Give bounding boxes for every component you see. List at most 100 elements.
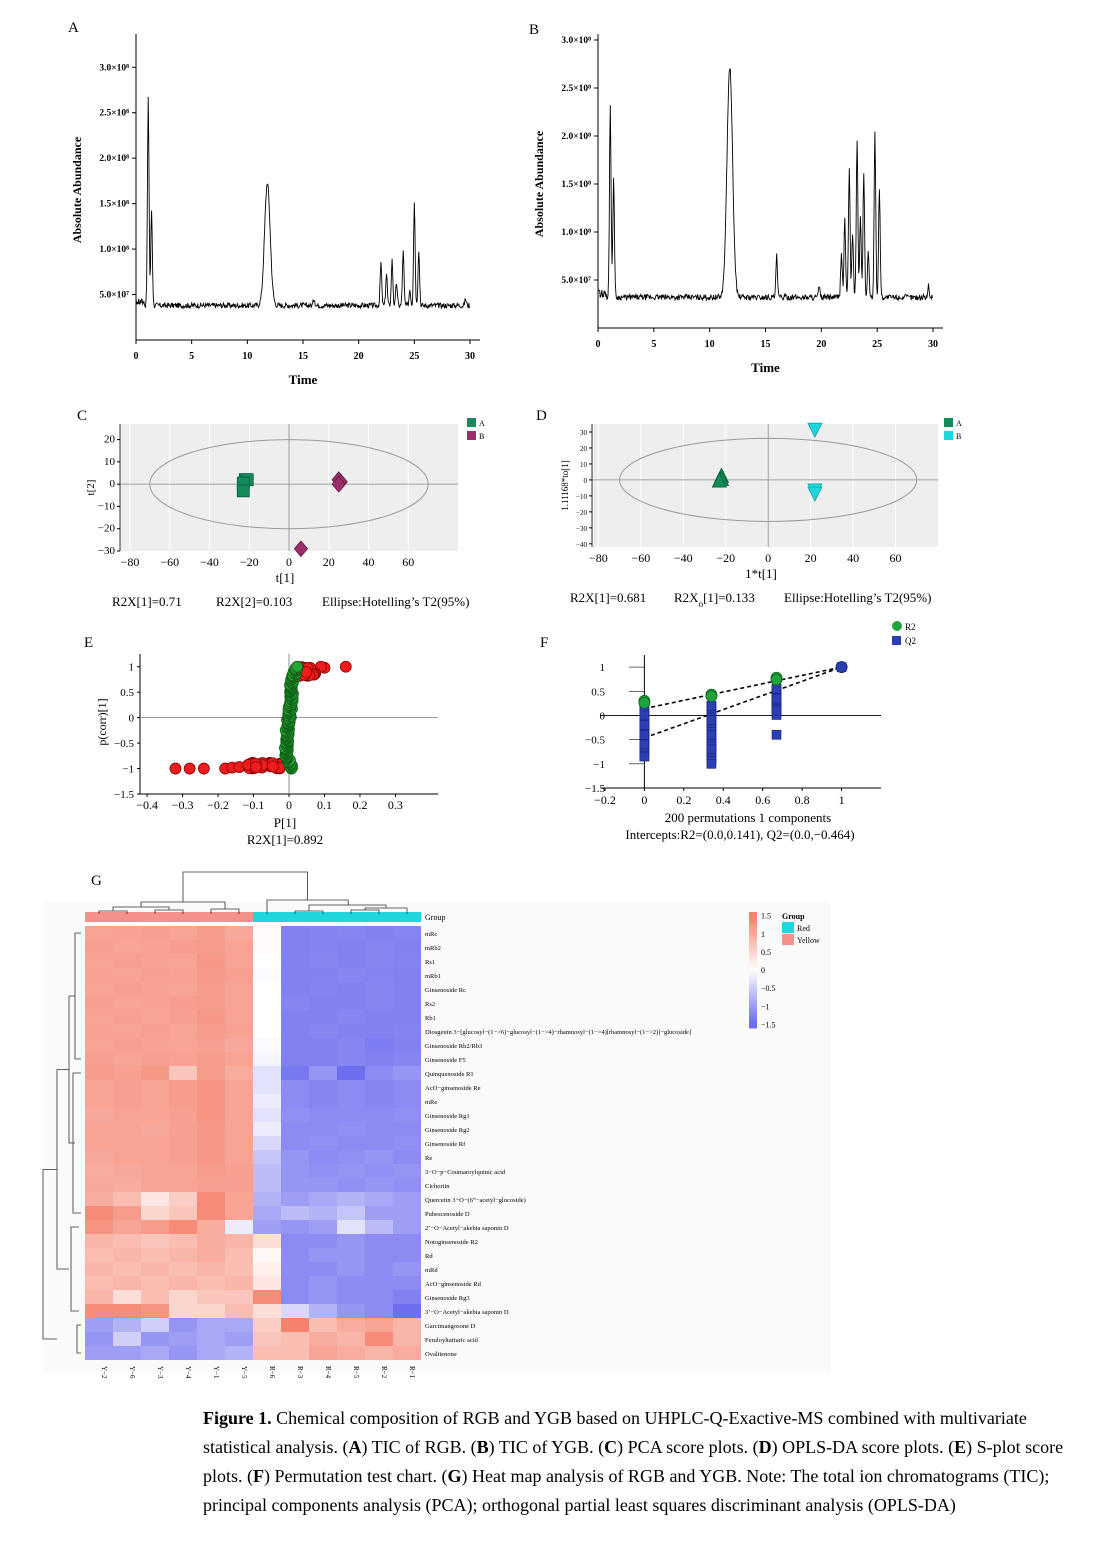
heatmap-cell [337,1332,365,1346]
x-axis-title: Time [289,372,318,387]
x-tick-label: 15 [298,351,308,362]
legend-swatch [467,431,476,440]
scale-gradient [749,964,757,968]
heatmap-cell [337,1052,365,1066]
heatmap-cell [337,982,365,996]
heatmap-cell [85,1164,113,1178]
row-label: Quercetin 3−O−(6”−acetyl−glucoside) [425,1197,526,1204]
heatmap-cell [365,1206,393,1220]
legend-swatch [944,431,953,440]
heatmap-cell [365,1094,393,1108]
heatmap-cell [169,1178,197,1192]
y-tick-label: 0.5 [120,687,134,699]
heatmap-cell [197,940,225,954]
y-tick-label: 10 [104,456,116,468]
row-label: Ginsenoside Rb2/Rb3 [425,1043,482,1050]
heatmap-cell [337,1178,365,1192]
heatmap-cell [393,1150,421,1164]
heatmap-cell [253,1206,281,1220]
heatmap-cell [141,1080,169,1094]
q2-marker [639,739,650,750]
q2-marker [639,751,650,762]
heatmap-cell [253,1136,281,1150]
scale-gradient [749,914,757,919]
heatmap-cell [281,1108,309,1122]
scale-gradient [749,1025,757,1029]
panel-label-c: C [77,408,88,424]
x-tick-label: 0 [286,798,292,812]
heatmap-cell [225,1290,253,1304]
scale-gradient [749,987,757,991]
heatmap-cell [365,1318,393,1332]
tic-trace [135,96,470,310]
heatmap-cell [225,1332,253,1346]
scale-gradient [749,990,757,994]
caption-text: ) TIC of RGB. ( [361,1437,477,1457]
triangle-up-marker [711,472,728,488]
q2-marker [639,710,650,721]
heatmap-cell [393,1052,421,1066]
caption-ref-b: B [476,1437,489,1457]
scale-tick-label: −1 [761,1002,770,1011]
heatmap-cell [197,1248,225,1262]
q2-marker [771,693,782,704]
heatmap-cell [225,1038,253,1052]
x-tick-label: 60 [402,555,414,569]
row-label: Ginsenoside F5 [425,1057,466,1064]
column-label: Y−6 [128,1366,136,1379]
panel-label-g: G [91,873,102,889]
x-tick-label: 40 [363,555,375,569]
heatmap-cell [281,1290,309,1304]
heatmap-cell [365,1066,393,1080]
heatmap-cell [85,1024,113,1038]
y-tick-label: −1.5 [585,783,605,795]
q2-marker [706,730,717,740]
heatmap-cell [393,1164,421,1178]
scale-gradient [749,935,757,939]
heatmap-cell [225,1150,253,1164]
heatmap-cell [197,1220,225,1234]
heatmap-cell [365,1010,393,1024]
heatmap-cell [337,1150,365,1164]
heatmap-cell [225,926,253,940]
heatmap-cell [337,1108,365,1122]
column-label: Y−3 [156,1366,164,1379]
diamond-marker [331,475,346,493]
y-tick-label: 1.0×10⁸ [99,245,129,255]
heatmap-cell [393,1234,421,1248]
heatmap-cell [197,1052,225,1066]
heatmap-cell [393,1136,421,1150]
heatmap-cell [225,1318,253,1332]
x-tick-label: −60 [160,555,179,569]
heatmap-cell [309,1304,337,1318]
heatmap-cell [337,1164,365,1178]
y-tick-label: 3.0×10⁸ [561,36,591,46]
heatmap-cell [365,1122,393,1136]
heatmap-cell [393,1178,421,1192]
scale-gradient [749,1010,757,1014]
heatmap-cell [141,1122,169,1136]
heatmap-cell [225,996,253,1010]
heatmap-cell [281,926,309,940]
scale-gradient [749,1016,757,1020]
heatmap-cell [337,1192,365,1206]
heatmap-cell [365,1150,393,1164]
row-label: Rs1 [425,959,435,966]
heatmap-cell [225,1080,253,1094]
row-label: Ginsenoside Rg1 [425,1113,470,1120]
heatmap-cell [141,926,169,940]
heatmap-cell [113,1010,141,1024]
heatmap-cell [113,926,141,940]
heatmap-cell [169,1192,197,1206]
heatmap: Group mRc mRb2 Rs1 mRb1 Ginsenoside Rc Rs2 Rb1 D… [42,871,830,1379]
heatmap-cell [281,1066,309,1080]
heatmap-cell [197,982,225,996]
heatmap-cell [197,1304,225,1318]
heatmap-cell [197,1332,225,1346]
column-label: R−3 [296,1366,304,1379]
y-tick-label: 0 [600,710,606,722]
heatmap-cell [365,1262,393,1276]
y-tick-label: −1 [122,764,134,776]
heatmap-cell [85,1234,113,1248]
heatmap-cell [141,1192,169,1206]
